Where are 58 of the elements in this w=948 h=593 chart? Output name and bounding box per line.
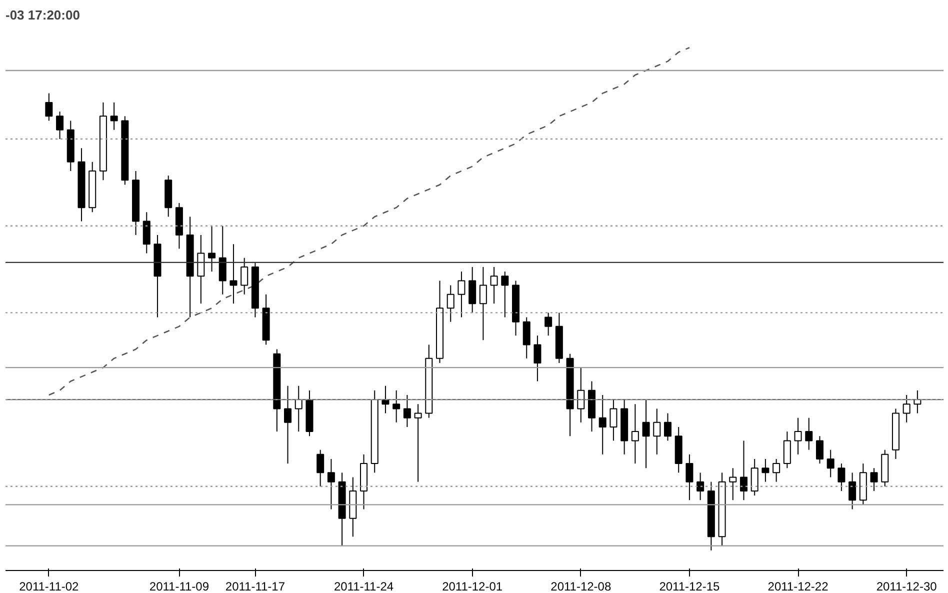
candlestick [686,454,694,501]
x-tick-label: 2011-12-15 [659,580,720,593]
x-tick-label: 2011-12-22 [768,580,829,593]
candlestick [414,404,422,482]
candlestick [729,468,737,501]
candlestick [479,266,487,341]
candlestick [45,92,53,122]
candlestick [534,335,542,382]
candlestick [544,312,552,336]
candlestick [392,390,400,423]
candlestick [577,367,585,423]
candlestick [653,408,661,455]
candlestick [218,225,226,295]
candlestick [805,417,813,450]
candlestick [794,417,802,455]
candlestick [610,399,618,442]
x-tick-label: 2011-11-09 [149,580,210,593]
candlestick [631,404,639,464]
candlestick [772,458,780,482]
candlestick [696,472,704,501]
candlestick [316,449,324,487]
chart-title: -03 17:20:00 [6,8,80,22]
x-tick-label: 2011-12-30 [876,580,938,593]
candlestick [762,458,770,482]
x-tick-label: 2011-11-24 [334,580,394,593]
candlestick [197,234,205,304]
candlestick [284,385,292,464]
candlestick [783,431,791,469]
candlestick [838,463,846,492]
candlestick [522,316,530,359]
candlestick [110,102,118,130]
candlestick [826,449,834,478]
candlestick [208,225,216,272]
candlestick [664,412,672,442]
x-tick-label: 2011-12-01 [442,580,503,593]
candlestick [240,257,248,295]
candlestick [902,394,910,423]
candlestick [598,394,606,455]
x-tick-label: 2011-11-17 [225,580,286,593]
candlestick [458,271,466,318]
candlestick [294,385,302,432]
candlestick [403,394,411,428]
candlestick [501,271,509,318]
candlestick [490,266,498,304]
candlestick [848,472,856,510]
candlestick [740,440,748,501]
candlestick [327,458,335,510]
candlestick [446,284,454,322]
candlestick [750,458,758,496]
candlestick [642,399,650,469]
candlestick [468,266,476,314]
x-tick-label: 2011-11-02 [19,580,80,593]
candlestick [56,111,64,140]
candlestick [816,436,824,464]
candlestick [142,212,150,254]
candlestick [870,468,878,492]
x-tick-label: 2011-12-08 [550,580,612,593]
candlestick [230,244,238,304]
